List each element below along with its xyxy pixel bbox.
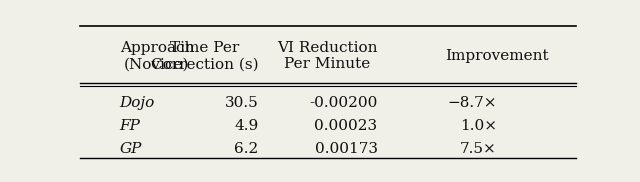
Text: 30.5: 30.5 — [225, 96, 259, 110]
Text: 6.2: 6.2 — [234, 142, 259, 156]
Text: -0.00200: -0.00200 — [309, 96, 378, 110]
Text: 7.5×: 7.5× — [460, 142, 497, 156]
Text: 0.00173: 0.00173 — [315, 142, 378, 156]
Text: GP: GP — [120, 142, 142, 156]
Text: Improvement: Improvement — [445, 49, 548, 63]
Text: VI Reduction
Per Minute: VI Reduction Per Minute — [277, 41, 378, 71]
Text: Approach
(Novice): Approach (Novice) — [120, 41, 194, 71]
Text: 0.00023: 0.00023 — [314, 119, 378, 133]
Text: 4.9: 4.9 — [234, 119, 259, 133]
Text: FP: FP — [120, 119, 141, 133]
Text: 1.0×: 1.0× — [460, 119, 497, 133]
Text: Dojo: Dojo — [120, 96, 155, 110]
Text: Time Per
Correction (s): Time Per Correction (s) — [151, 41, 259, 71]
Text: −8.7×: −8.7× — [447, 96, 497, 110]
